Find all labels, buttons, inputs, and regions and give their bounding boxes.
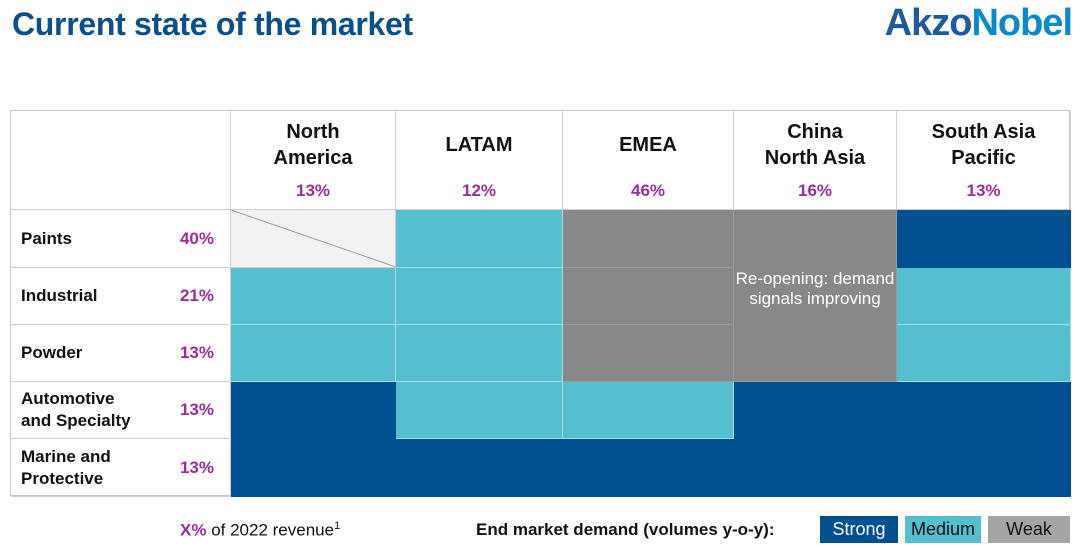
demand-cell [396, 382, 563, 439]
demand-cell [231, 268, 396, 325]
segment-automotive-specialty: Automotive and Specialty 13% [11, 382, 231, 439]
demand-cell [897, 210, 1071, 268]
demand-cell [563, 382, 734, 439]
demand-cell [897, 382, 1071, 439]
demand-cell [231, 325, 396, 382]
demand-cell [734, 382, 897, 439]
legend-title: End market demand (volumes y-o-y): [476, 520, 775, 539]
legend-strong: Strong [820, 516, 898, 543]
china-note-cell: Re-opening: demand signals improving [734, 210, 897, 382]
region-header-latam: LATAM 12% [396, 111, 563, 210]
demand-cell [396, 325, 563, 382]
demand-cell [897, 268, 1071, 325]
corner-cell [11, 111, 231, 210]
segment-industrial: Industrial 21% [11, 268, 231, 325]
region-header-north-america: North America 13% [231, 111, 396, 210]
demand-cell [231, 382, 396, 439]
region-header-china-north-asia: China North Asia 16% [734, 111, 897, 210]
region-header-emea: EMEA 46% [563, 111, 734, 210]
segment-powder: Powder 13% [11, 325, 231, 382]
demand-cell [563, 268, 734, 325]
legend-medium: Medium [905, 516, 981, 543]
demand-cell [897, 325, 1071, 382]
market-matrix: North America 13% LATAM 12% EMEA 46% China No… [10, 110, 1071, 497]
not-applicable-cell [231, 210, 396, 268]
demand-cell [396, 210, 563, 268]
segment-marine-protective: Marine and Protective 13% [11, 439, 231, 497]
region-header-south-asia-pacific: South Asia Pacific 13% [897, 111, 1071, 210]
akzonobel-logo: AkzoNobel [884, 2, 1073, 44]
page-title: Current state of the market [12, 6, 413, 42]
demand-cell [563, 210, 734, 268]
revenue-note: X% of 2022 revenue1 [180, 520, 341, 540]
segment-paints: Paints 40% [11, 210, 231, 268]
demand-cell [563, 325, 734, 382]
legend-weak: Weak [988, 516, 1070, 543]
demand-cell [396, 268, 563, 325]
demand-cell-marine-all-regions [231, 439, 1071, 497]
